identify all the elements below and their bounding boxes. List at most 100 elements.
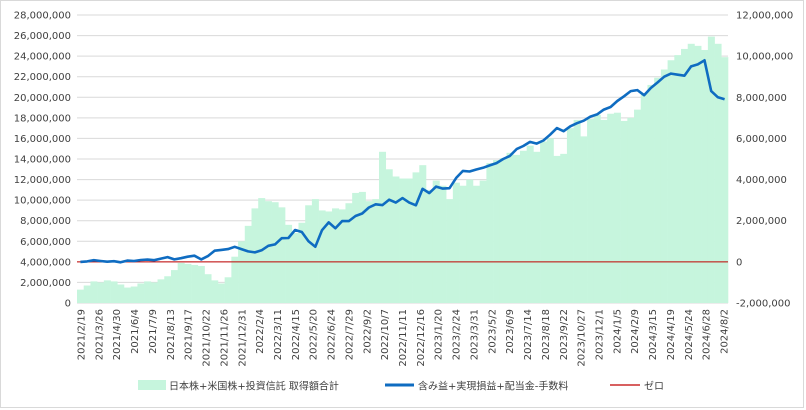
acquisition-cost-bar [365,201,373,303]
legend-label-columns: 日本株+米国株+投資信託 取得額合計 [169,380,339,393]
acquisition-cost-bar [499,157,507,303]
x-tick-label: 2023/8/18 [541,309,552,360]
acquisition-cost-bar [211,280,219,303]
x-tick-label: 2023/2/24 [452,309,463,360]
acquisition-cost-bar [694,45,702,303]
acquisition-cost-bar [77,289,85,303]
acquisition-cost-bar [251,208,259,303]
acquisition-cost-bar [553,155,561,303]
acquisition-cost-bar [533,151,541,303]
acquisition-cost-bar [83,285,91,303]
x-tick-label: 2021/4/30 [112,309,123,360]
acquisition-cost-bar [137,283,145,303]
y-right-tick-label: 8,000,000 [736,93,787,104]
x-tick-label: 2022/5/20 [309,309,320,360]
x-tick-label: 2024/3/15 [648,309,659,360]
y-right-tick-label: -2,000,000 [736,299,791,310]
acquisition-cost-bar [472,185,480,303]
acquisition-cost-bar [170,270,178,303]
x-tick-label: 2022/7/29 [344,309,355,360]
acquisition-cost-bar [217,283,225,303]
y-left-tick-label: 14,000,000 [14,155,71,166]
acquisition-cost-bar [405,178,413,303]
y-left-tick-label: 22,000,000 [14,72,71,83]
acquisition-cost-bar [325,211,333,303]
profit-line-layer [80,58,725,264]
acquisition-cost-bar [412,172,420,303]
acquisition-cost-bar [332,208,340,303]
acquisition-cost-bar [90,281,98,303]
acquisition-cost-bar [687,43,695,304]
y-right-tick-label: 10,000,000 [736,52,793,63]
acquisition-cost-bar [573,119,581,304]
acquisition-cost-bar [647,84,655,303]
y-right-tick-label: 2,000,000 [736,216,787,227]
y-right-tick-label: 0 [736,257,742,268]
y-left-tick-label: 4,000,000 [20,257,71,268]
acquisition-cost-bar [204,274,212,303]
acquisition-cost-bar [620,120,628,303]
x-tick-label: 2024/8/2 [720,309,731,354]
x-tick-label: 2021/2/19 [77,309,88,360]
acquisition-cost-bar [103,280,111,303]
acquisition-cost-bar [654,77,662,303]
acquisition-cost-bar [540,141,548,303]
acquisition-cost-bar [660,69,668,303]
legend: 日本株+米国株+投資信託 取得額合計 含み益+実現損益+配当金-手数料 ゼロ [138,380,664,393]
y-right-tick-label: 6,000,000 [736,134,787,145]
acquisition-cost-bar [150,282,158,303]
acquisition-cost-bar [285,224,293,303]
acquisition-cost-bar [425,189,434,303]
acquisition-cost-bar [352,192,360,303]
y-right-tick-label: 4,000,000 [736,175,787,186]
acquisition-cost-bar [311,199,319,303]
x-tick-label: 2022/12/16 [416,309,427,367]
profit-line [80,58,725,264]
acquisition-cost-bar [560,153,568,303]
x-tick-label: 2021/6/4 [130,309,141,354]
acquisition-cost-columns [77,36,729,304]
acquisition-cost-bar [298,222,306,303]
acquisition-cost-bar [110,281,118,303]
acquisition-cost-bar [123,287,131,303]
x-tick-label: 2022/4/15 [291,309,302,360]
acquisition-cost-bar [291,233,299,303]
acquisition-cost-bar [345,203,353,303]
acquisition-cost-bar [446,199,454,303]
y-left-tick-label: 18,000,000 [14,113,71,124]
y-left-tick-label: 6,000,000 [20,237,71,248]
acquisition-cost-bar [144,281,152,303]
acquisition-cost-bar [432,180,440,303]
acquisition-cost-bar [519,150,527,303]
x-tick-label: 2023/9/22 [559,309,570,360]
legend-swatch-columns [138,380,166,390]
acquisition-cost-bar [452,182,460,303]
acquisition-cost-bar [399,178,407,303]
acquisition-cost-bar [587,118,595,303]
acquisition-cost-bar [486,163,494,303]
y-left-tick-label: 12,000,000 [14,175,71,186]
acquisition-cost-bar [197,265,205,303]
acquisition-cost-bar [593,114,601,304]
acquisition-cost-bar [439,185,447,303]
x-tick-label: 2023/12/1 [594,309,605,360]
acquisition-cost-bar [707,36,715,303]
x-tick-label: 2022/9/2 [362,309,373,354]
acquisition-cost-bar [607,113,615,303]
x-tick-label: 2021/8/13 [166,309,177,360]
acquisition-cost-bar [479,180,487,303]
y-left-tick-label: 8,000,000 [20,216,71,227]
acquisition-cost-bar [506,152,514,303]
y-left-tick-label: 28,000,000 [14,11,71,22]
acquisition-cost-bar [177,262,185,303]
acquisition-cost-bar [130,286,138,303]
y-left-tick-label: 26,000,000 [14,31,71,42]
acquisition-cost-bar [580,136,588,303]
acquisition-cost-bar [224,277,232,303]
x-tick-label: 2023/5/2 [487,309,498,354]
acquisition-cost-bar [305,205,313,303]
acquisition-cost-bar [701,49,709,303]
acquisition-cost-bar [459,185,467,303]
